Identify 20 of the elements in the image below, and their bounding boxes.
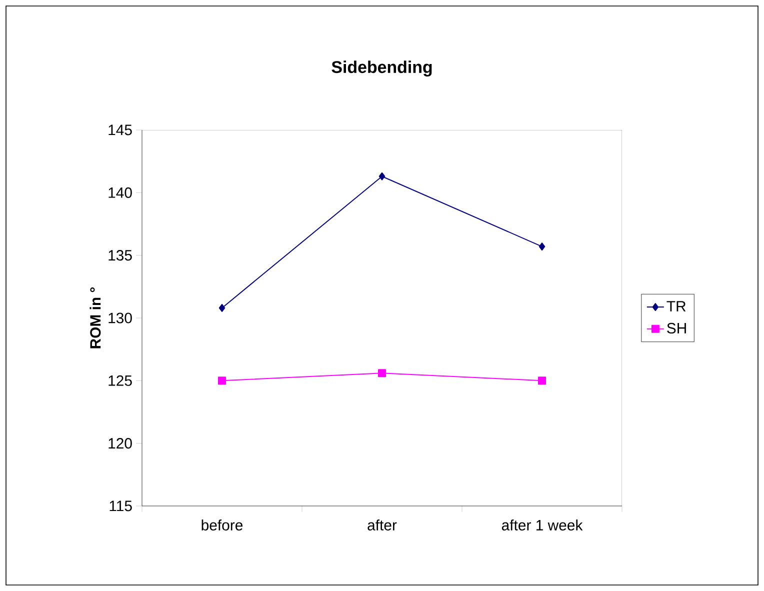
y-tick-label: 135: [108, 250, 132, 261]
legend-label: SH: [667, 322, 686, 334]
y-tick-label: 120: [108, 438, 132, 449]
point: [218, 304, 226, 312]
point: [538, 376, 546, 385]
x-tick-label: before: [202, 520, 243, 530]
y-tick-label: 145: [108, 124, 132, 136]
x-tick-label: after: [368, 520, 397, 530]
point: [378, 172, 386, 180]
y-tick-label: 125: [108, 375, 132, 386]
point: [218, 376, 226, 385]
y-axis-title: ROM in °: [90, 287, 101, 348]
y-tick-label: 115: [110, 500, 132, 512]
legend-label: TR: [666, 301, 686, 312]
chart-title: Sidebending: [332, 60, 432, 76]
x-tick-label: after 1 week: [502, 520, 583, 530]
y-tick-label: 130: [108, 312, 132, 324]
y-tick-label: 140: [108, 187, 132, 198]
point: [378, 369, 386, 378]
point: [538, 242, 546, 251]
